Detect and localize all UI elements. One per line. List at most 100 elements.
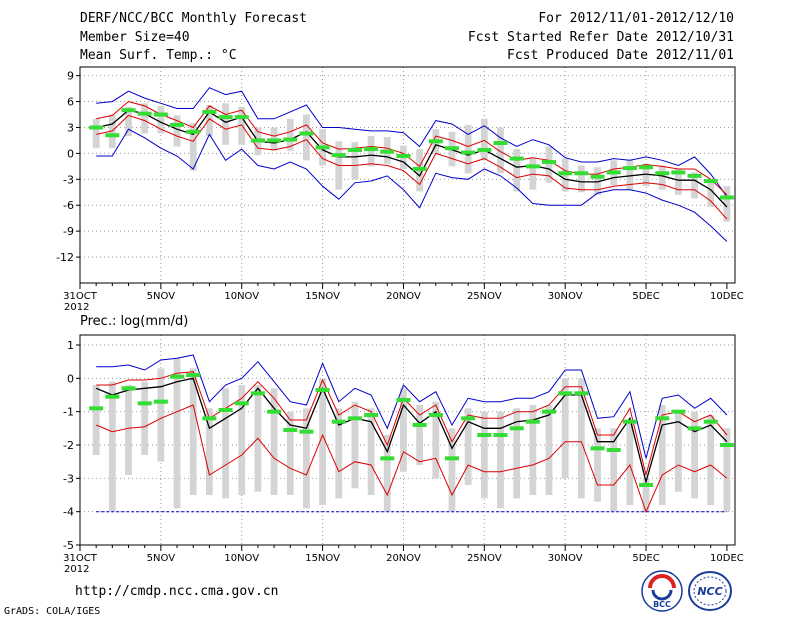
variable-label: Mean Surf. Temp.: °C	[80, 48, 237, 63]
x-tick-label: 5NOV	[147, 553, 176, 564]
forecast-marker	[655, 416, 670, 421]
spread-box	[205, 408, 213, 495]
spread-box	[594, 428, 601, 502]
spread-box	[157, 105, 165, 134]
forecast-marker	[639, 483, 654, 487]
spread-box	[189, 368, 197, 495]
source-url[interactable]: http://cmdp.ncc.cma.gov.cn	[75, 584, 279, 599]
forecast-marker	[315, 388, 330, 392]
forecast-marker	[509, 156, 524, 161]
x-tick-label: 20NOV	[386, 553, 421, 564]
spread-box	[513, 149, 521, 192]
forecast-marker	[428, 413, 443, 417]
spread-box	[238, 385, 246, 495]
forecast-marker	[412, 166, 427, 171]
y-tick-label: 0	[67, 147, 74, 160]
forecast-marker	[671, 409, 686, 414]
spread-box	[707, 415, 715, 505]
spread-box	[594, 167, 601, 195]
forecast-marker	[89, 125, 104, 130]
series-line-lower	[96, 404, 728, 514]
y-tick-label: 0	[67, 372, 74, 385]
forecast-marker	[105, 133, 120, 138]
spread-box	[561, 378, 569, 479]
forecast-marker	[137, 111, 152, 116]
forecast-marker	[558, 391, 573, 396]
forecast-marker	[121, 386, 136, 391]
spread-box	[529, 405, 537, 495]
series-line-mean	[95, 377, 728, 485]
y-tick-label: 6	[67, 96, 74, 109]
forecast-marker	[542, 160, 557, 165]
forecast-marker	[542, 409, 557, 414]
forecast-marker	[137, 401, 152, 406]
forecast-marker	[590, 446, 605, 451]
forecast-marker	[477, 433, 492, 437]
forecast-marker	[525, 164, 540, 169]
grads-credit: GrADS: COLA/IGES	[4, 606, 101, 617]
bcc-logo: BCC	[641, 570, 683, 612]
series-line-upper	[96, 371, 728, 476]
bcc-logo-text: BCC	[653, 600, 671, 609]
y-tick-label: -5	[63, 539, 74, 552]
spread-box	[723, 186, 731, 222]
forecast-marker	[186, 129, 201, 134]
chart-title: DERF/NCC/BCC Monthly Forecast	[80, 11, 307, 26]
forecast-marker	[590, 174, 605, 179]
forecast-marker	[703, 419, 718, 424]
spread-box	[723, 428, 731, 512]
x-tick-label: 25NOV	[467, 291, 502, 302]
x-year-label: 2012	[64, 564, 89, 575]
spread-box	[141, 381, 149, 455]
spread-box	[125, 385, 132, 475]
x-tick-label: 10NOV	[224, 291, 259, 302]
forecast-marker	[283, 137, 298, 142]
forecast-marker	[347, 147, 362, 152]
spread-box	[125, 106, 132, 137]
spread-box	[205, 105, 213, 137]
y-tick-label: -9	[63, 225, 74, 238]
forecast-marker	[622, 419, 637, 424]
forecast-period-label: For 2012/11/01-2012/12/10	[538, 11, 734, 26]
series-line-mean	[96, 109, 728, 208]
forecast-marker	[428, 139, 443, 144]
spread-box	[141, 103, 149, 134]
forecast-marker	[315, 145, 330, 150]
forecast-marker	[574, 171, 589, 176]
x-tick-label: 15NOV	[305, 291, 340, 302]
forecast-marker	[170, 374, 185, 379]
spread-box	[303, 408, 310, 509]
spread-box	[707, 181, 715, 207]
ncc-logo: NCC	[688, 571, 732, 611]
spread-box	[577, 165, 585, 193]
forecast-marker	[153, 399, 168, 404]
forecast-marker	[331, 419, 346, 424]
forecast-marker	[121, 108, 136, 113]
spread-box	[497, 127, 504, 174]
y-tick-label: 1	[67, 339, 74, 352]
forecast-marker	[574, 391, 589, 396]
spread-box	[513, 408, 521, 499]
forecast-marker	[444, 146, 459, 151]
forecast-marker	[202, 109, 217, 114]
series-line-upper	[96, 101, 728, 196]
spread-box	[642, 163, 650, 187]
forecast-marker	[153, 112, 168, 117]
spread-box	[92, 118, 100, 149]
spread-box	[480, 411, 488, 499]
forecast-marker	[186, 373, 201, 377]
x-tick-label: 15NOV	[305, 553, 340, 564]
spread-box	[545, 146, 553, 183]
series-line-max	[96, 354, 728, 459]
forecast-marker	[719, 195, 734, 200]
forecast-marker	[202, 416, 217, 421]
x-tick-label: 31OCT	[63, 291, 98, 302]
spread-box	[545, 405, 553, 495]
y-tick-label: -6	[63, 199, 74, 212]
spread-box	[497, 411, 504, 509]
forecast-marker	[622, 166, 637, 171]
spread-box	[189, 123, 197, 171]
y-tick-label: -2	[63, 439, 74, 452]
spread-box	[319, 378, 326, 505]
forecast-marker	[364, 147, 379, 152]
